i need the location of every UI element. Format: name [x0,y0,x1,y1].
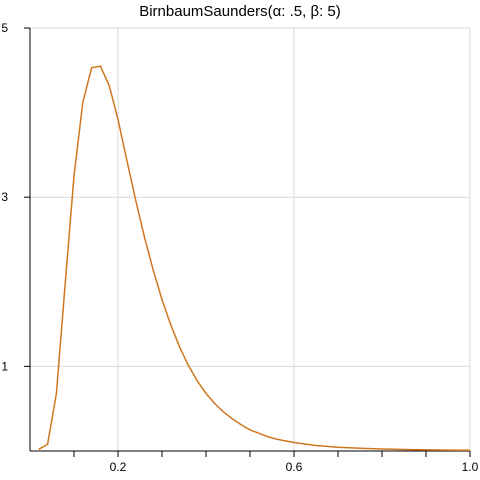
y-tick-label: 3 [1,190,8,204]
x-tick-label: 0.2 [110,460,127,474]
y-tick-label: 5 [1,21,8,35]
axes [24,27,471,457]
x-tick-label: 1.0 [462,460,479,474]
series-line [38,65,471,451]
grid [30,27,471,451]
labels: 0.2 0.6 1.0 1 3 5 [1,21,478,474]
x-tick-label: 0.6 [286,460,303,474]
y-tick-label: 1 [1,359,8,373]
series-layer [38,65,471,451]
chart-title: BirnbaumSaunders(α: .5, β: 5) [139,3,341,20]
